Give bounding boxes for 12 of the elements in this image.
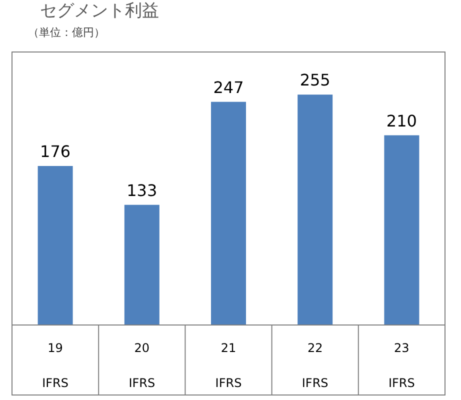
category-label: 22 IFRS — [302, 341, 328, 390]
data-label: 210 — [386, 111, 417, 130]
category-label: 19 IFRS — [42, 341, 69, 390]
data-label: 133 — [126, 180, 158, 200]
category-label: 21 IFRS — [215, 341, 242, 390]
title: セグメント利益 — [40, 1, 159, 21]
subtitle: （単位：億円） — [28, 26, 105, 39]
data-label: 255 — [300, 70, 330, 90]
category-label: 20 IFRS — [128, 341, 156, 390]
data-label: 176 — [40, 142, 71, 161]
data-label: 247 — [213, 78, 244, 97]
category-label: 23 IFRS — [388, 341, 415, 390]
